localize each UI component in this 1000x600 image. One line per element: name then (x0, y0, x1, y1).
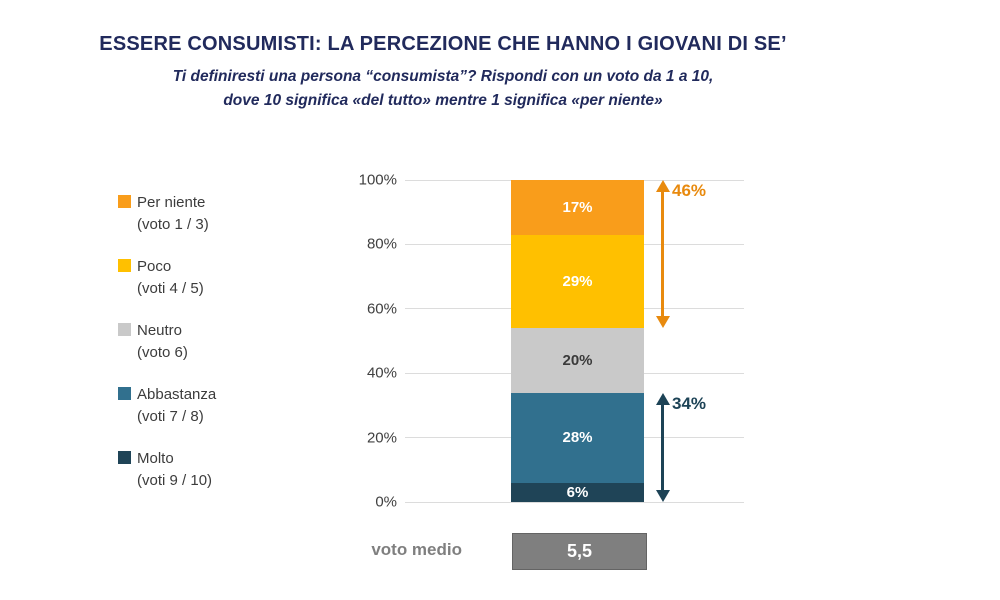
legend-item-abbastanza: Abbastanza (voti 7 / 8) (118, 384, 216, 428)
bar-segment-molto: 6% (511, 482, 644, 502)
legend-item-neutro: Neutro (voto 6) (118, 320, 216, 364)
y-tick-0: 0% (375, 493, 397, 511)
bar-segment-value: 17% (562, 198, 593, 216)
arrow-up-icon (655, 392, 670, 405)
arrow-up-icon (655, 180, 670, 192)
bar-segment-value: 29% (562, 272, 593, 290)
average-value-box: 5,5 (512, 533, 647, 570)
bar-segment-value: 20% (562, 351, 593, 369)
page-subtitle-line2: dove 10 significa «del tutto» mentre 1 s… (223, 92, 663, 110)
legend-swatch-icon (118, 323, 131, 336)
arrow-shaft (660, 404, 665, 490)
page-title: ESSERE CONSUMISTI: LA PERCEZIONE CHE HAN… (99, 33, 787, 55)
legend-votes-range: (voto 1 / 3) (137, 216, 209, 233)
legend-swatch-icon (118, 195, 131, 208)
stacked-bar: 17% 29% 20% 28% 6% (511, 180, 644, 502)
legend-swatch-icon (118, 259, 131, 272)
legend-item-per-niente: Per niente (voto 1 / 3) (118, 192, 216, 236)
span-arrow-46%: 46% (655, 180, 706, 329)
legend-item-molto: Molto (voti 9 / 10) (118, 448, 216, 492)
average-value: 5,5 (566, 541, 593, 561)
arrow-down-icon (655, 316, 670, 329)
bar-segment-value: 28% (562, 429, 593, 447)
legend-swatch-icon (118, 387, 131, 400)
chart-plot-area: 0% 20% 40% 60% 80% 100% 17% 29% 20% 28% 6% 46% 34% (359, 172, 744, 511)
legend-label: Neutro (137, 322, 183, 339)
y-tick-80: 80% (366, 235, 397, 253)
page-subtitle-line1: Ti definiresti una persona “consumista”?… (172, 68, 714, 85)
y-tick-40: 40% (366, 364, 397, 382)
bar-segment-value: 6% (566, 483, 589, 501)
legend-label: Poco (137, 258, 172, 275)
span-arrow-value: 34% (672, 393, 707, 413)
span-arrow-34%: 34% (655, 392, 706, 502)
legend-votes-range: (voti 7 / 8) (137, 408, 204, 425)
legend-votes-range: (voto 6) (137, 344, 188, 361)
bar-segment-abbastanza: 28% (511, 392, 644, 483)
span-arrow-value: 46% (672, 181, 707, 200)
y-tick-20: 20% (366, 429, 397, 447)
chart-legend: Per niente (voto 1 / 3) Poco (voti 4 / 5) Ne… (118, 192, 216, 512)
legend-swatch-icon (118, 451, 131, 464)
legend-label: Abbastanza (137, 386, 217, 403)
arrow-shaft (660, 192, 665, 317)
legend-votes-range: (voti 4 / 5) (137, 280, 204, 297)
average-label: voto medio (371, 540, 462, 559)
gridline-0 (405, 501, 744, 503)
legend-label: Molto (137, 450, 174, 467)
bar-segment-per-niente: 17% (511, 180, 644, 235)
legend-item-poco: Poco (voti 4 / 5) (118, 256, 216, 300)
legend-label: Per niente (137, 194, 206, 211)
header: ESSERE CONSUMISTI: LA PERCEZIONE CHE HAN… (0, 33, 886, 115)
y-tick-100: 100% (358, 171, 397, 189)
arrow-down-icon (655, 489, 670, 502)
bar-segment-poco: 29% (511, 234, 644, 329)
legend-votes-range: (voti 9 / 10) (137, 472, 213, 489)
y-tick-60: 60% (366, 300, 397, 318)
bar-segment-neutro: 20% (511, 328, 644, 393)
